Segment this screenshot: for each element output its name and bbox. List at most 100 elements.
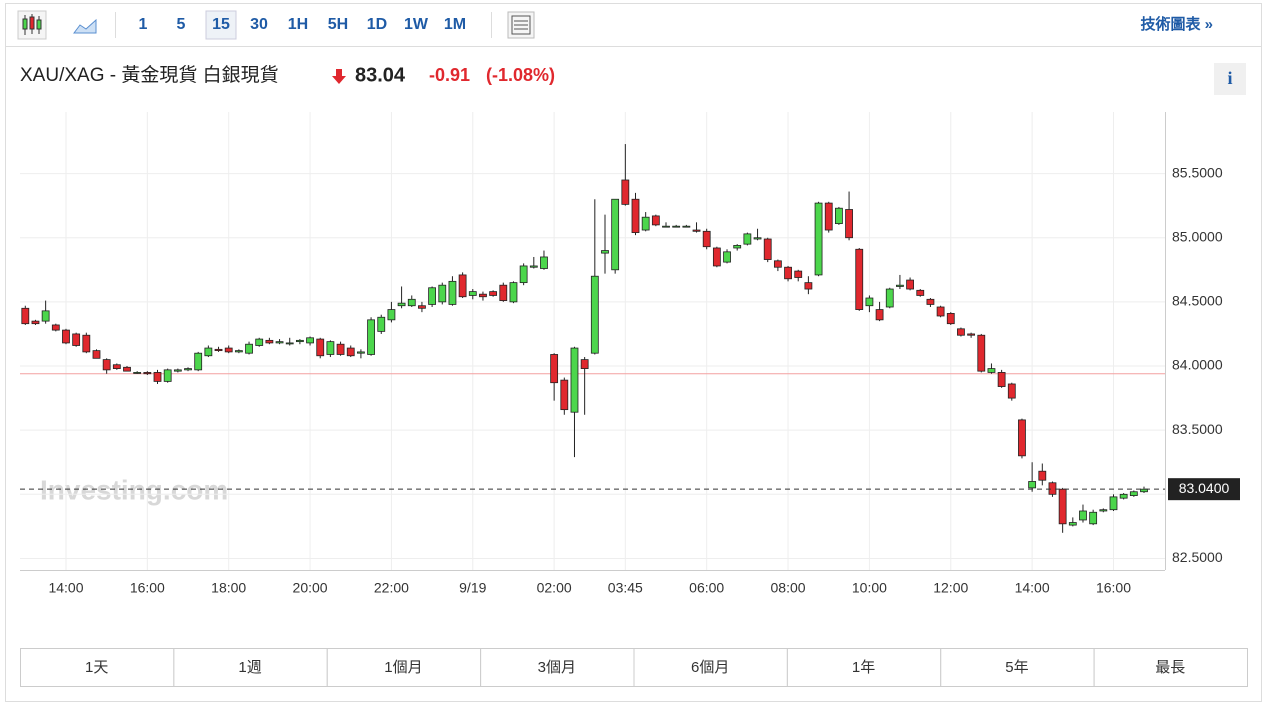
- candle-body: [214, 348, 223, 352]
- candle-body: [1119, 493, 1128, 499]
- range-button[interactable]: [326, 648, 482, 687]
- candle-body: [133, 372, 142, 374]
- tech-chart-link[interactable]: 技術圖表 »: [1140, 15, 1213, 33]
- candle-body: [926, 298, 935, 305]
- candle-body: [682, 225, 691, 228]
- y-tick-label: 82.5000: [1172, 549, 1223, 565]
- range-label[interactable]: 3個月: [538, 659, 576, 676]
- info-button[interactable]: [1214, 63, 1246, 95]
- x-tick-label: 08:00: [771, 580, 806, 596]
- x-tick-label: 12:00: [933, 580, 968, 596]
- candle-body: [814, 202, 823, 276]
- candle-body: [509, 282, 518, 303]
- candle-body: [92, 350, 101, 359]
- range-button[interactable]: [940, 648, 1095, 687]
- candle-body: [580, 359, 589, 369]
- range-label[interactable]: 5年: [1005, 659, 1028, 676]
- candle-body: [631, 198, 640, 233]
- candle-body: [865, 297, 874, 307]
- candle-body: [173, 369, 182, 372]
- x-tick-label: 20:00: [293, 580, 328, 596]
- x-tick-label: 02:00: [537, 580, 572, 596]
- candle-body: [763, 238, 772, 260]
- candle-body: [326, 341, 335, 355]
- range-button[interactable]: [480, 648, 635, 687]
- range-label[interactable]: 最長: [1155, 659, 1185, 676]
- candle-body: [1038, 470, 1047, 481]
- price-change: -0.91: [429, 65, 470, 85]
- candle-body: [234, 350, 243, 353]
- candle-body: [651, 215, 660, 226]
- line-icon[interactable]: [73, 18, 97, 34]
- table-icon[interactable]: [507, 11, 535, 39]
- candle-body: [590, 275, 599, 354]
- candle-body: [112, 364, 121, 369]
- interval-button[interactable]: 1W: [404, 16, 429, 33]
- range-label[interactable]: 6個月: [691, 659, 729, 676]
- interval-button[interactable]: 5: [177, 16, 186, 33]
- candle-body: [875, 309, 884, 321]
- candle-body: [418, 305, 426, 309]
- candle-body: [967, 333, 976, 336]
- candle-body: [367, 319, 375, 355]
- candle-body: [1007, 383, 1016, 399]
- candle-body: [845, 209, 853, 239]
- x-tick-label: 9/19: [459, 580, 486, 596]
- range-label[interactable]: 1天: [85, 659, 108, 676]
- range-label[interactable]: 1個月: [384, 659, 422, 676]
- candle-body: [377, 316, 386, 332]
- candle-body: [438, 284, 447, 303]
- candle-body: [306, 337, 314, 344]
- candle-body: [1109, 496, 1118, 511]
- candle-body: [72, 333, 81, 346]
- interval-button[interactable]: 5H: [328, 16, 348, 33]
- candle-body: [255, 338, 264, 346]
- interval-button[interactable]: 1D: [367, 16, 387, 33]
- interval-button[interactable]: 1: [139, 16, 148, 33]
- y-tick-label: 84.0000: [1172, 357, 1223, 373]
- candle-body: [21, 307, 30, 325]
- candle-body: [560, 379, 569, 411]
- candle-body: [855, 248, 864, 310]
- candle-body: [499, 284, 508, 301]
- candle-body: [194, 352, 203, 371]
- range-label[interactable]: 1週: [238, 659, 261, 676]
- range-button[interactable]: [173, 648, 328, 687]
- candle-body: [31, 320, 40, 325]
- candle-body: [540, 256, 548, 269]
- candle-body: [336, 343, 345, 355]
- candle-body: [835, 207, 843, 225]
- candle-body: [936, 306, 945, 317]
- frame: [5, 3, 1262, 702]
- candle-body: [275, 341, 284, 344]
- candle-body: [987, 368, 996, 373]
- candle-body: [885, 288, 894, 308]
- range-button[interactable]: [1093, 648, 1248, 687]
- icon-body: [36, 19, 42, 30]
- active-interval-bg[interactable]: [205, 10, 237, 40]
- interval-button[interactable]: 1M: [444, 16, 466, 33]
- candle-body: [1018, 419, 1026, 457]
- interval-button[interactable]: 1H: [288, 16, 308, 33]
- range-label[interactable]: 1年: [852, 659, 875, 676]
- range-button[interactable]: [786, 648, 942, 687]
- candle-body: [1048, 482, 1057, 495]
- interval-button[interactable]: 30: [250, 16, 268, 33]
- candle-body: [102, 359, 111, 371]
- candle-body: [753, 237, 762, 240]
- range-button[interactable]: [20, 648, 175, 687]
- interval-button[interactable]: 15: [212, 16, 230, 33]
- candle-body: [896, 284, 904, 287]
- candle-body: [743, 233, 752, 245]
- candle-body: [265, 339, 274, 344]
- candle-icon[interactable]: [17, 10, 47, 40]
- info-icon[interactable]: i: [1227, 68, 1232, 88]
- candle-body: [479, 293, 487, 298]
- candle-body: [204, 347, 213, 357]
- candle-body: [906, 279, 914, 290]
- candle-body: [448, 280, 457, 305]
- candle-body: [601, 250, 609, 254]
- candle-body: [346, 347, 355, 357]
- y-tick-label: 85.0000: [1172, 228, 1223, 244]
